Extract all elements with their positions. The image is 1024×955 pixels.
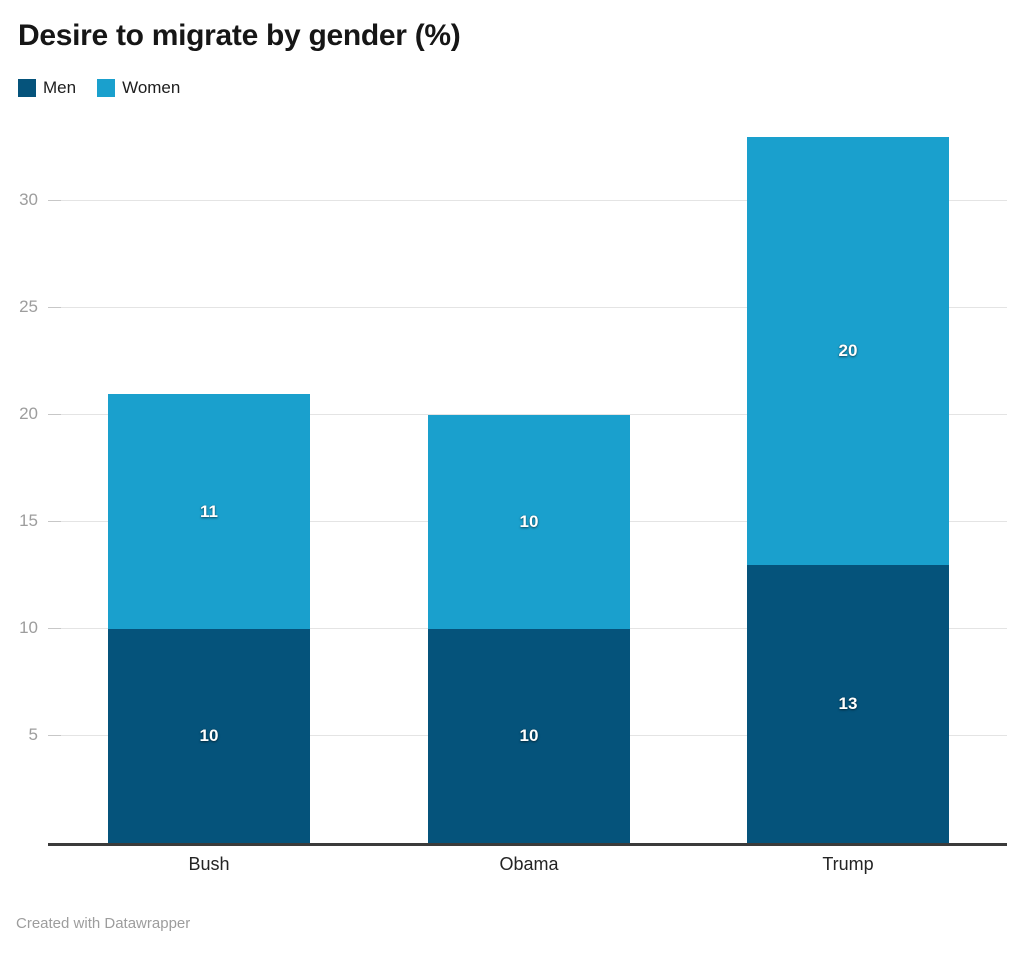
y-axis-tick-label: 10 [19,618,38,637]
y-axis-tick-label: 20 [19,404,38,423]
legend-item-men: Men [18,78,76,98]
gridline-y-25 [48,307,1007,308]
bar-segment-women-bush: 11 [108,394,310,629]
y-axis-tick-label: 5 [28,725,38,744]
legend-swatch-men-icon [18,79,36,97]
legend-label-women: Women [122,78,181,97]
gridline-y-30 [48,200,1007,201]
legend: Men Women [18,78,180,98]
bar-segment-men-bush: 10 [108,629,310,843]
x-axis-label-obama: Obama [499,854,559,874]
bar-value-label: 20 [838,341,858,360]
datawrapper-attribution-link[interactable]: Created with Datawrapper [16,915,191,932]
chart-title: Desire to migrate by gender (%) [18,19,461,52]
bar-value-label: 10 [519,512,539,531]
bar-segment-women-obama: 10 [428,415,630,629]
y-axis-tick-label: 25 [19,297,38,316]
legend-item-women: Women [97,78,180,98]
x-axis-label-bush: Bush [188,854,230,874]
y-axis-tick-label: 30 [19,190,38,209]
bar-value-label: 11 [200,501,218,521]
bar-segment-men-obama: 10 [428,629,630,843]
y-axis-tick-label: 15 [19,511,38,530]
bar-value-label: 10 [519,726,539,745]
bar-segment-men-trump: 13 [747,565,949,843]
bar-value-label: 13 [838,694,858,713]
x-axis-label-trump: Trump [822,854,874,874]
legend-swatch-women-icon [97,79,116,97]
x-axis-line [48,843,1007,846]
bar-segment-women-trump: 20 [747,137,949,565]
gridline-y-20 [48,414,1007,415]
bar-value-label: 10 [199,726,219,745]
legend-label-men: Men [43,78,77,97]
